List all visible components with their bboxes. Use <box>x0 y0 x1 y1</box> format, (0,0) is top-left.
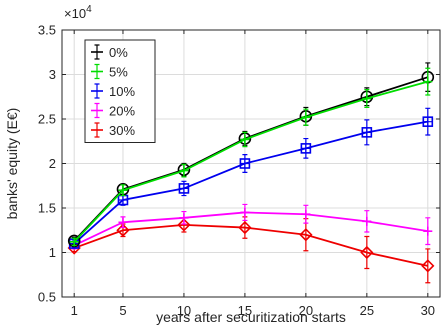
x-tick-label: 30 <box>421 303 435 318</box>
legend-label: 20% <box>109 104 135 119</box>
series-5pct <box>69 67 433 247</box>
marker-diamond <box>421 259 435 273</box>
x-axis-label: years after securitization starts <box>156 309 346 325</box>
marker-plus <box>423 226 433 236</box>
marker-square <box>361 127 373 138</box>
y-tick-label: 3 <box>49 67 56 82</box>
legend: 0% 5% 10% 20% 30% <box>84 39 156 143</box>
legend-label: 30% <box>109 123 135 138</box>
marker-plus <box>362 216 372 226</box>
y-tick-label: 0.5 <box>38 290 56 305</box>
marker-diamond <box>67 241 81 255</box>
series-30pct <box>67 216 435 284</box>
x-tick-label: 1 <box>71 303 78 318</box>
marker-diamond <box>299 228 313 242</box>
legend-label: 10% <box>109 84 135 99</box>
series-20pct <box>69 203 433 250</box>
legend-item: 20% <box>91 102 135 119</box>
series-layer <box>67 62 435 284</box>
y-tick-label: 1 <box>49 245 56 260</box>
error-bar <box>425 248 431 284</box>
marker-square-cross <box>301 143 311 153</box>
x-tick-label: 5 <box>119 303 126 318</box>
y-tick-label: 3.5 <box>38 23 56 38</box>
legend-label: 5% <box>109 65 128 80</box>
legend-item: 30% <box>91 122 135 138</box>
marker-square-cross <box>179 183 189 193</box>
marker-square <box>422 116 434 127</box>
marker-plus <box>301 112 311 122</box>
y-tick-label: 1.5 <box>38 201 56 216</box>
legend-item: 0% <box>91 44 128 60</box>
legend-item: 5% <box>91 63 128 80</box>
x-tick-label: 15 <box>238 303 252 318</box>
marker-square-cross <box>423 117 433 127</box>
marker-square <box>239 158 251 169</box>
marker-diamond <box>177 218 191 232</box>
x-tick-label: 25 <box>360 303 374 318</box>
y-axis-exponent: ×104 <box>64 4 92 21</box>
marker-plus <box>179 166 189 176</box>
marker-plus <box>118 217 128 227</box>
marker-square <box>300 143 312 154</box>
marker-plus <box>118 185 128 195</box>
marker-plus <box>423 77 433 87</box>
marker-diamond <box>360 245 374 260</box>
marker-plus <box>179 213 189 223</box>
axis-ticks: 1 5 10 15 20 25 300.511.522.533.5 <box>38 23 440 318</box>
marker-square-cross <box>362 127 372 137</box>
x-tick-label: 10 <box>177 303 191 318</box>
marker-plus <box>69 237 79 247</box>
legend-label: 0% <box>109 45 128 60</box>
y-tick-label: 2 <box>49 156 56 171</box>
marker-plus <box>301 209 311 219</box>
marker-diamond <box>116 223 130 237</box>
marker-plus <box>362 94 372 104</box>
marker-diamond <box>238 220 252 235</box>
y-tick-label: 2.5 <box>38 112 56 127</box>
marker-plus <box>240 134 250 144</box>
marker-square <box>178 183 190 194</box>
error-bar <box>364 235 370 270</box>
marker-square-cross <box>240 159 250 168</box>
legend-item: 10% <box>91 83 135 99</box>
y-axis-label: banks' equity (E€) <box>4 108 20 220</box>
marker-plus <box>240 207 250 217</box>
marker-square-cross <box>118 195 128 205</box>
x-tick-label: 20 <box>299 303 313 318</box>
marker-circle <box>67 234 81 248</box>
